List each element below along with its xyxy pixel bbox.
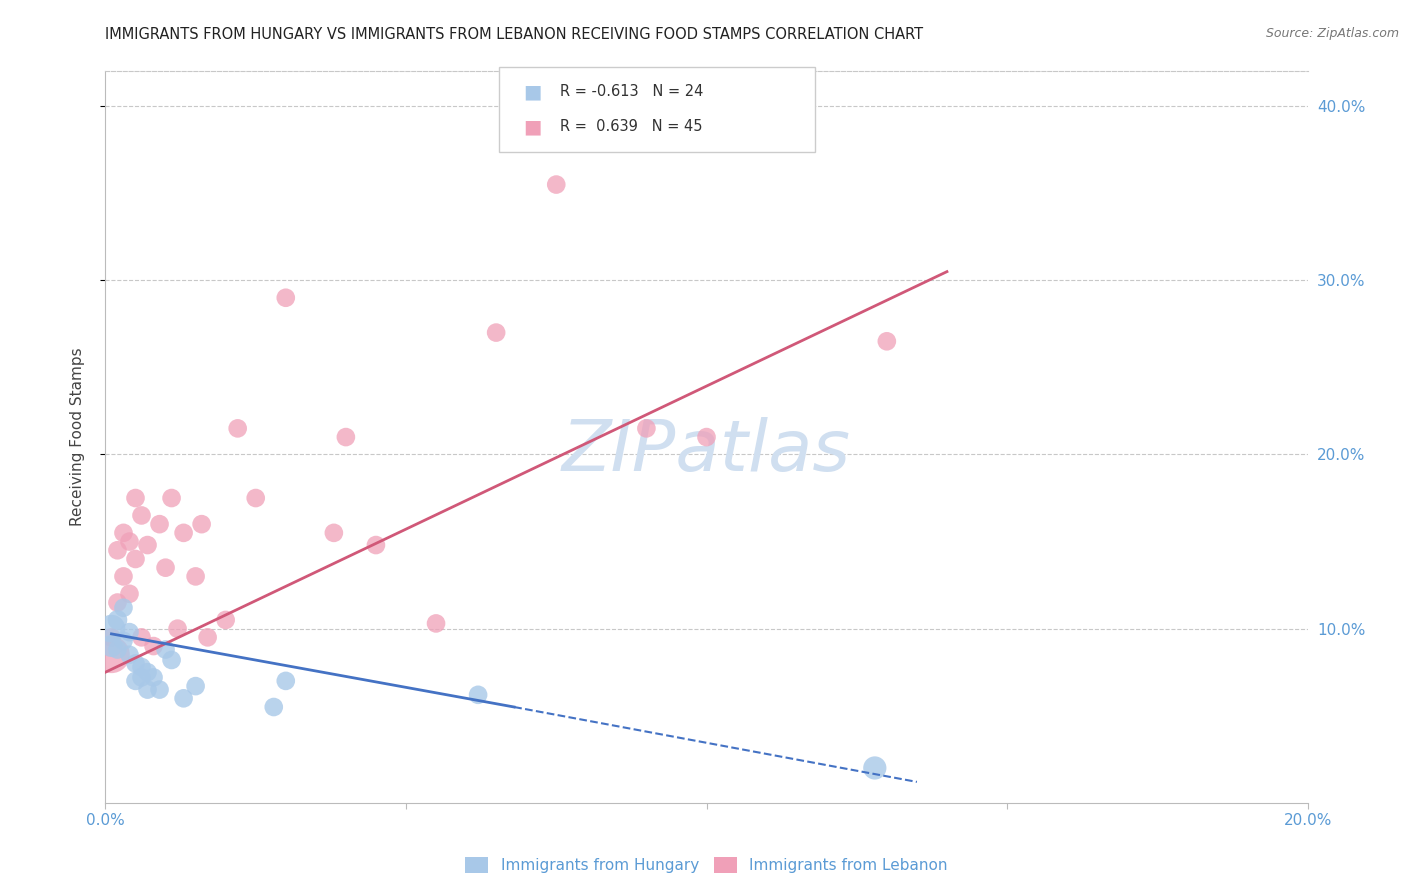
Point xyxy=(142,639,165,653)
Point xyxy=(124,673,146,688)
Point xyxy=(131,670,153,684)
Point xyxy=(155,560,177,574)
Point xyxy=(118,587,141,601)
Point xyxy=(100,622,122,636)
Point xyxy=(118,648,141,662)
Point xyxy=(546,178,568,192)
Text: IMMIGRANTS FROM HUNGARY VS IMMIGRANTS FROM LEBANON RECEIVING FOOD STAMPS CORRELA: IMMIGRANTS FROM HUNGARY VS IMMIGRANTS FR… xyxy=(105,27,924,42)
Point xyxy=(190,517,212,532)
Point xyxy=(124,552,146,566)
Point xyxy=(876,334,898,349)
Point xyxy=(112,569,135,583)
Text: ZIPatlas: ZIPatlas xyxy=(562,417,851,486)
Point xyxy=(863,761,886,775)
Point xyxy=(214,613,236,627)
Point xyxy=(142,670,165,684)
Point xyxy=(100,631,122,645)
Point xyxy=(160,491,183,505)
Point xyxy=(124,491,146,505)
Point xyxy=(696,430,718,444)
Point xyxy=(107,642,129,657)
Point xyxy=(131,660,153,674)
Point xyxy=(131,631,153,645)
Point xyxy=(485,326,508,340)
Point xyxy=(166,622,188,636)
Point xyxy=(131,508,153,523)
Point xyxy=(124,657,146,671)
Text: R =  0.639   N = 45: R = 0.639 N = 45 xyxy=(560,120,702,134)
Point xyxy=(197,631,219,645)
Text: ■: ■ xyxy=(523,117,541,136)
Point xyxy=(112,525,135,540)
Point xyxy=(184,679,207,693)
Point xyxy=(100,648,122,662)
Point xyxy=(136,665,159,680)
Point xyxy=(118,534,141,549)
Point xyxy=(274,673,297,688)
Legend: Immigrants from Hungary, Immigrants from Lebanon: Immigrants from Hungary, Immigrants from… xyxy=(460,851,953,880)
Point xyxy=(226,421,249,435)
Point xyxy=(107,543,129,558)
Point xyxy=(467,688,489,702)
Point xyxy=(245,491,267,505)
Point xyxy=(160,653,183,667)
Point xyxy=(173,525,195,540)
Point xyxy=(107,595,129,609)
Text: R = -0.613   N = 24: R = -0.613 N = 24 xyxy=(560,85,703,99)
Point xyxy=(148,517,170,532)
Point xyxy=(274,291,297,305)
Point xyxy=(263,700,285,714)
Y-axis label: Receiving Food Stamps: Receiving Food Stamps xyxy=(70,348,84,526)
Point xyxy=(636,421,658,435)
Point xyxy=(148,682,170,697)
Point xyxy=(136,682,159,697)
Point xyxy=(136,538,159,552)
Point xyxy=(322,525,344,540)
Point xyxy=(155,642,177,657)
Text: Source: ZipAtlas.com: Source: ZipAtlas.com xyxy=(1265,27,1399,40)
Point xyxy=(112,633,135,648)
Point xyxy=(100,639,122,653)
Point xyxy=(173,691,195,706)
Point xyxy=(364,538,387,552)
Point xyxy=(107,613,129,627)
Point xyxy=(184,569,207,583)
Point xyxy=(425,616,447,631)
Point xyxy=(112,600,135,615)
Text: ■: ■ xyxy=(523,82,541,102)
Point xyxy=(118,625,141,640)
Point xyxy=(335,430,357,444)
